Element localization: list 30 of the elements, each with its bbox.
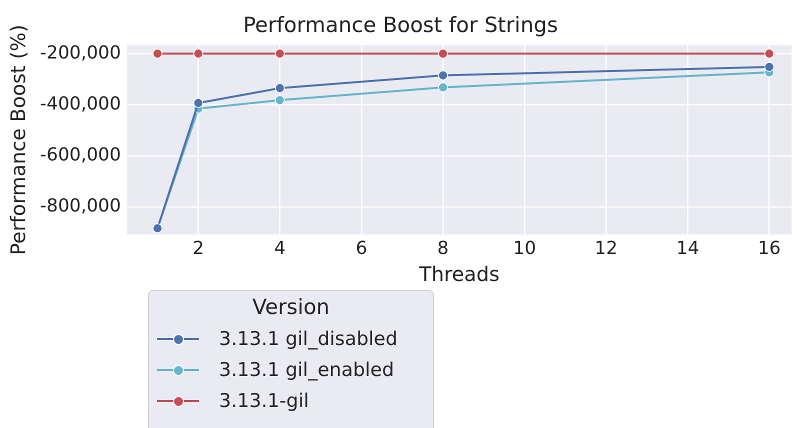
x-tick-label: 16 bbox=[758, 238, 781, 259]
x-tick-label: 14 bbox=[676, 238, 700, 259]
legend-label: 3.13.1-gil bbox=[219, 390, 309, 412]
point bbox=[152, 48, 162, 59]
y-axis-title: Performance Boost (%) bbox=[6, 24, 30, 256]
point bbox=[274, 48, 285, 59]
point bbox=[438, 70, 448, 80]
point bbox=[193, 98, 204, 108]
x-tick-label: 6 bbox=[356, 238, 368, 259]
legend-label: 3.13.1 gil_disabled bbox=[219, 328, 398, 350]
y-tick-label: -800,000 bbox=[40, 196, 121, 217]
point bbox=[274, 83, 285, 94]
x-tick-label: 4 bbox=[274, 238, 286, 259]
point bbox=[438, 82, 448, 92]
y-tick-label: -200,000 bbox=[40, 42, 121, 64]
y-tick-label: -400,000 bbox=[40, 93, 121, 114]
point bbox=[193, 48, 204, 59]
legend-title: Version bbox=[251, 295, 331, 319]
x-tick-label: 10 bbox=[513, 238, 536, 259]
point bbox=[764, 48, 774, 59]
point bbox=[274, 95, 285, 106]
x-tick-label: 2 bbox=[192, 238, 204, 259]
y-tick-label: -600,000 bbox=[40, 144, 121, 166]
x-axis-title: Threads bbox=[418, 262, 500, 286]
point bbox=[438, 48, 448, 59]
point bbox=[764, 62, 774, 72]
x-tick-label: 12 bbox=[594, 238, 618, 259]
x-tick-label: 8 bbox=[437, 238, 449, 259]
chart-title: Performance Boost for Strings bbox=[243, 13, 558, 38]
legend-label: 3.13.1 gil_enabled bbox=[219, 358, 394, 380]
